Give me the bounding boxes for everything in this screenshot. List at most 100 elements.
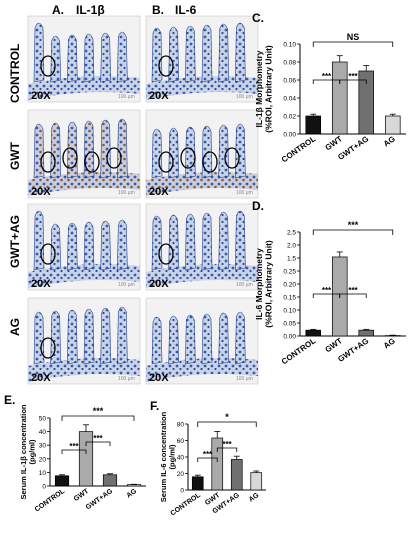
pair-bracket-2 <box>85 441 111 446</box>
pair-bracket-2 <box>216 447 238 452</box>
row-label-gwt: GWT <box>8 141 22 170</box>
bar-control <box>191 476 204 491</box>
y-tick-label: 30 <box>39 443 47 450</box>
bar-ag <box>126 484 142 487</box>
bar-gwt-ag <box>358 329 375 337</box>
x-tick-label: CONTROL <box>280 134 318 164</box>
scale-bar-label: 100 µm <box>236 94 253 100</box>
pair-significance-1: *** <box>203 450 213 459</box>
overall-significance: NS <box>347 32 360 42</box>
y-axis-label: (%ROI, Arbitrary Unit) <box>264 240 274 328</box>
chart-c: 0.00 0.02 0.04 0.06 0.08 0.10 IL-1β Morphometr… <box>254 32 406 164</box>
micrograph-il6-gwt: 20X 100 µm <box>145 109 259 199</box>
y-axis-label: (%ROI, Arbitrary Unit) <box>264 45 274 133</box>
bar-gwt <box>211 437 224 491</box>
panel-letter-c: C. <box>252 11 264 25</box>
x-tick-label: CONTROL <box>170 491 203 517</box>
x-tick-label: AG <box>382 134 397 148</box>
column-letter-a: A. <box>52 3 64 17</box>
y-axis-label: (pg/ml) <box>28 439 37 464</box>
micrograph-il1b-ag: 20X 100 µm <box>27 297 141 385</box>
y-tick-label: 20 <box>177 471 185 478</box>
row-label-gwt-ag: GWT+AG <box>8 215 22 268</box>
x-tick-label: GWT <box>323 134 344 152</box>
pair-bracket-2 <box>339 293 367 298</box>
scale-bar-label: 100 µm <box>118 282 135 288</box>
pair-bracket-1 <box>197 457 218 462</box>
scale-bar-label: 100 µm <box>118 94 135 100</box>
y-axis-label: Serum IL-6 concentration <box>159 411 168 502</box>
y-tick-label: 0.10 <box>283 308 296 315</box>
y-tick-label: 0.20 <box>283 282 296 289</box>
x-tick-label: GWT <box>323 336 344 354</box>
pair-significance-2: *** <box>93 434 103 443</box>
y-tick-label: 0.00 <box>283 334 296 341</box>
y-tick-label: 40 <box>177 455 185 462</box>
scale-bar-label: 100 µm <box>236 376 253 382</box>
pair-bracket-1 <box>61 449 87 454</box>
pair-significance-1: *** <box>322 286 332 295</box>
overall-significance: *** <box>348 220 359 230</box>
y-tick-label: 1.5 <box>287 256 296 263</box>
bar-control <box>305 329 322 337</box>
column-letter-b: B. <box>152 3 164 17</box>
pair-significance-1: *** <box>69 442 79 451</box>
y-axis-label: IL-1β Morphometry <box>254 50 264 127</box>
overall-significance: * <box>225 412 229 422</box>
y-tick-label: 2.0 <box>287 243 296 250</box>
magnification-label: 20X <box>31 372 51 384</box>
bar-control <box>305 115 322 135</box>
y-tick-label: 0 <box>180 488 184 495</box>
scale-bar-label: 100 µm <box>118 376 135 382</box>
overall-bracket <box>61 415 135 421</box>
y-tick-label: 0.02 <box>283 114 296 121</box>
x-tick-label: AG <box>382 336 397 350</box>
bar-gwt <box>331 61 348 135</box>
y-tick-label: 80 <box>177 422 185 429</box>
row-label-control: CONTROL <box>8 44 22 103</box>
row-label-ag: AG <box>8 318 22 336</box>
chart-f: 0 20 40 60 80 Serum IL-6 concentration (pg/ml)… <box>159 411 266 517</box>
x-tick-label: AG <box>248 492 261 504</box>
micrograph-il6-control: 20X 100 µm <box>145 15 259 103</box>
bar-gwt <box>78 431 94 487</box>
column-marker-a: IL-1β <box>76 3 105 17</box>
overall-bracket <box>312 41 394 47</box>
chart-d: 0.00 0.05 0.10 0.15 0.20 0.25 1.5 2.0 2.5 IL-6 Mo… <box>254 220 406 366</box>
magnification-label: 20X <box>31 278 51 290</box>
magnification-label: 20X <box>149 278 169 290</box>
magnification-label: 20X <box>31 90 51 102</box>
micrograph-il6-ag: 20X 100 µm <box>145 297 259 385</box>
pair-significance-2: *** <box>348 286 358 295</box>
overall-significance: *** <box>93 406 104 416</box>
y-tick-label: 0.06 <box>283 78 296 85</box>
chart-e: 0 10 20 30 40 50 Serum IL-1β concentration (pg/… <box>19 404 146 513</box>
pair-significance-1: *** <box>322 72 332 81</box>
x-tick-label: GWT+AG <box>85 488 115 512</box>
pair-significance-2: *** <box>222 440 232 449</box>
bar-gwt-ag <box>230 459 243 491</box>
y-tick-label: 0.08 <box>283 60 296 67</box>
x-tick-label: CONTROL <box>34 487 67 513</box>
y-tick-label: 20 <box>39 456 47 463</box>
bar-control <box>54 475 70 487</box>
bar-ag <box>250 472 263 491</box>
x-tick-label: GWT <box>73 487 91 503</box>
y-tick-label: 10 <box>39 470 47 477</box>
scale-bar-label: 100 µm <box>118 190 135 196</box>
y-tick-label: 0.00 <box>283 132 296 139</box>
scale-bar-label: 100 µm <box>236 190 253 196</box>
x-tick-label: CONTROL <box>280 336 318 366</box>
y-tick-label: 0.05 <box>283 321 296 328</box>
micrograph-il1b-gwt-ag: 20X 100 µm <box>27 203 141 291</box>
y-tick-label: 0.15 <box>283 295 296 302</box>
y-tick-label: 0.25 <box>283 269 296 276</box>
scale-bar-label: 100 µm <box>236 282 253 288</box>
y-tick-label: 50 <box>39 416 47 423</box>
pair-bracket-2 <box>339 79 367 84</box>
y-tick-label: 2.5 <box>287 230 296 237</box>
y-axis-label: (pg/ml) <box>168 444 177 469</box>
overall-bracket <box>197 421 257 427</box>
